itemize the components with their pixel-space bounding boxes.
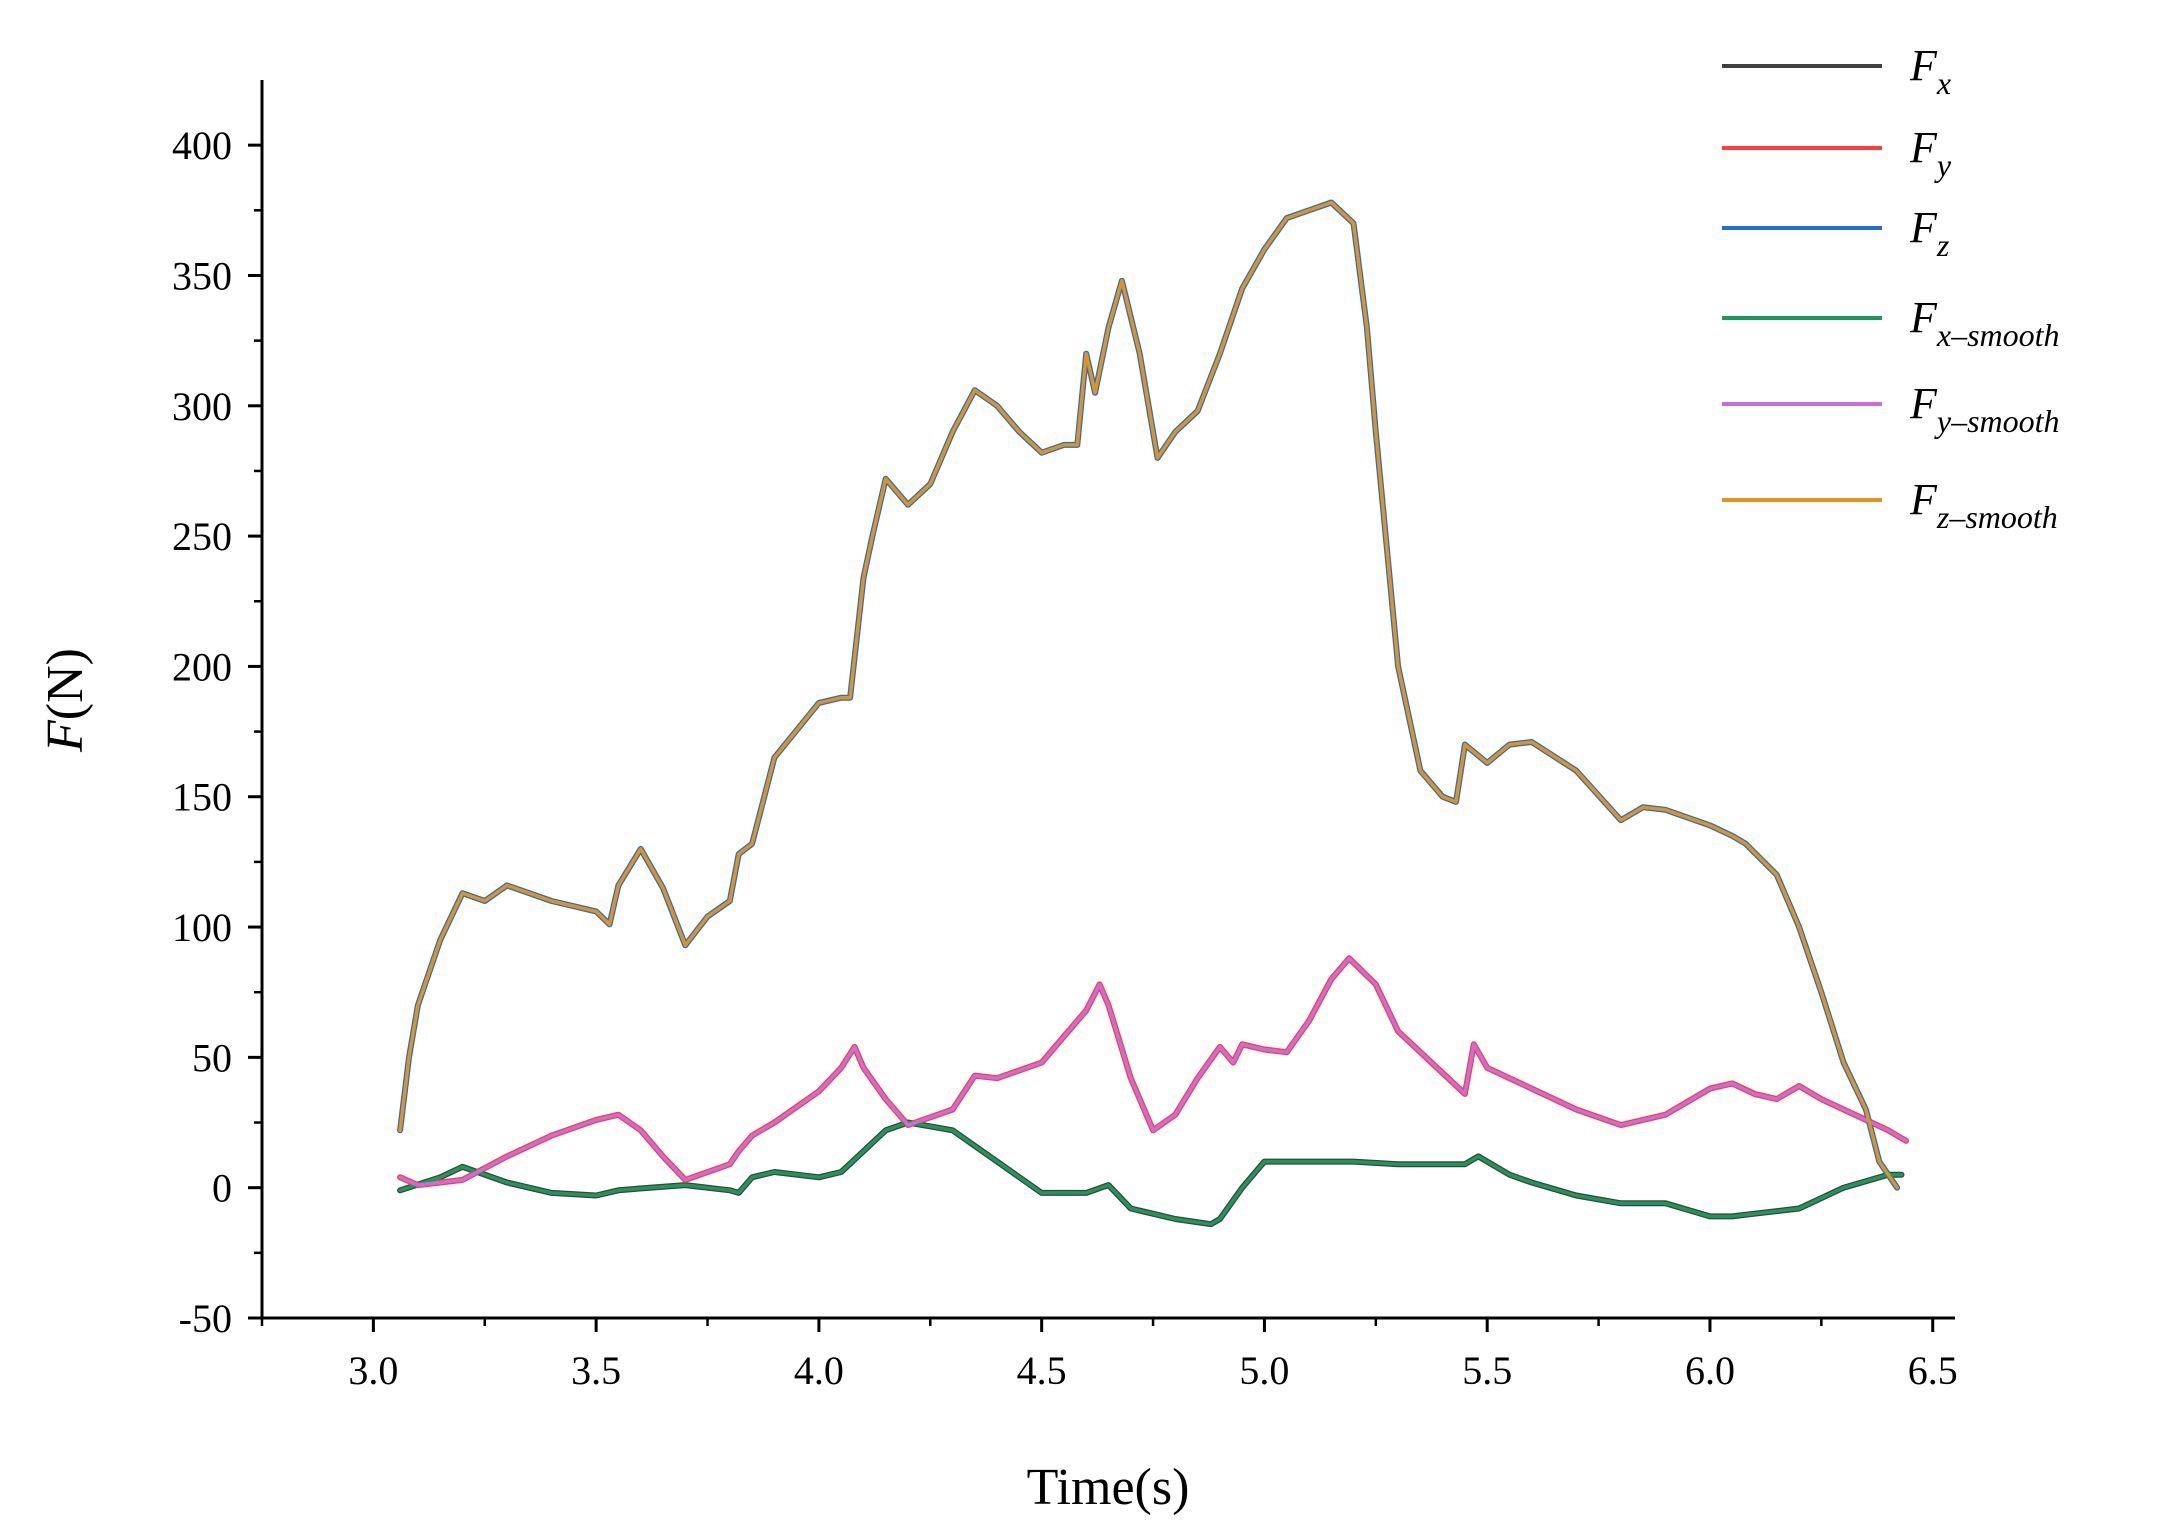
y-tick-label: 0 — [212, 1166, 232, 1211]
x-tick-label: 3.5 — [571, 1348, 621, 1393]
y-axis-title-symbol: F — [37, 719, 94, 753]
y-tick-label: -50 — [179, 1296, 232, 1341]
y-tick-label: 150 — [172, 775, 232, 820]
legend-label: Fz–smooth — [1909, 475, 2058, 535]
legend-label: Fx–smooth — [1909, 293, 2060, 353]
y-tick-label: 100 — [172, 905, 232, 950]
x-axis-title: Time(s) — [1027, 1459, 1190, 1516]
x-tick-label: 5.5 — [1462, 1348, 1512, 1393]
y-tick-label: 200 — [172, 644, 232, 689]
legend-item-fx-smooth: Fx–smooth — [1722, 293, 2060, 353]
series-line-fy-smooth — [398, 956, 1908, 1187]
legend-item-fy-smooth: Fy–smooth — [1722, 379, 2060, 439]
series-line-fz — [397, 199, 1901, 1191]
legend-label: Fy — [1909, 123, 1952, 183]
y-tick-label: 50 — [192, 1035, 232, 1080]
series-line-fx-smooth — [398, 1120, 1904, 1226]
legend-label: Fy–smooth — [1909, 379, 2060, 439]
axes: -50 0 50 100 150 200 250 300 350 400 3.0 3.5 4.0 4.5 5… — [172, 80, 1958, 1393]
x-tick-label: 5.0 — [1239, 1348, 1289, 1393]
x-tick-label: 4.5 — [1017, 1348, 1067, 1393]
y-axis-title-unit: (N) — [37, 648, 94, 720]
legend-item-fz-smooth: Fz–smooth — [1722, 475, 2058, 535]
legend: Fx Fy Fz Fx–smooth Fy–smooth Fz–smooth — [1722, 41, 2060, 535]
legend-item-fz: Fz — [1722, 203, 1950, 263]
legend-label: Fx — [1909, 41, 1951, 101]
y-tick-label: 250 — [172, 514, 232, 559]
series-line-fz-smooth — [398, 200, 1899, 1190]
series-line-fy — [397, 955, 1909, 1189]
series-line-fx — [397, 1119, 1905, 1228]
legend-label: Fz — [1909, 203, 1950, 263]
x-tick-label: 6.5 — [1908, 1348, 1958, 1393]
y-tick-label: 400 — [172, 123, 232, 168]
y-tick-label: 350 — [172, 253, 232, 298]
plot-area: -50 0 50 100 150 200 250 300 350 400 3.0 3.5 4.0 4.5 5… — [172, 80, 1958, 1393]
legend-item-fy: Fy — [1722, 123, 1952, 183]
y-tick-label: 300 — [172, 384, 232, 429]
svg-text:F(N): F(N) — [37, 648, 94, 753]
x-tick-label: 4.0 — [794, 1348, 844, 1393]
y-axis-title: F(N) — [37, 648, 94, 753]
x-tick-label: 6.0 — [1685, 1348, 1735, 1393]
series-lines — [397, 199, 1909, 1228]
x-tick-label: 3.0 — [348, 1348, 398, 1393]
legend-item-fx: Fx — [1722, 41, 1951, 101]
